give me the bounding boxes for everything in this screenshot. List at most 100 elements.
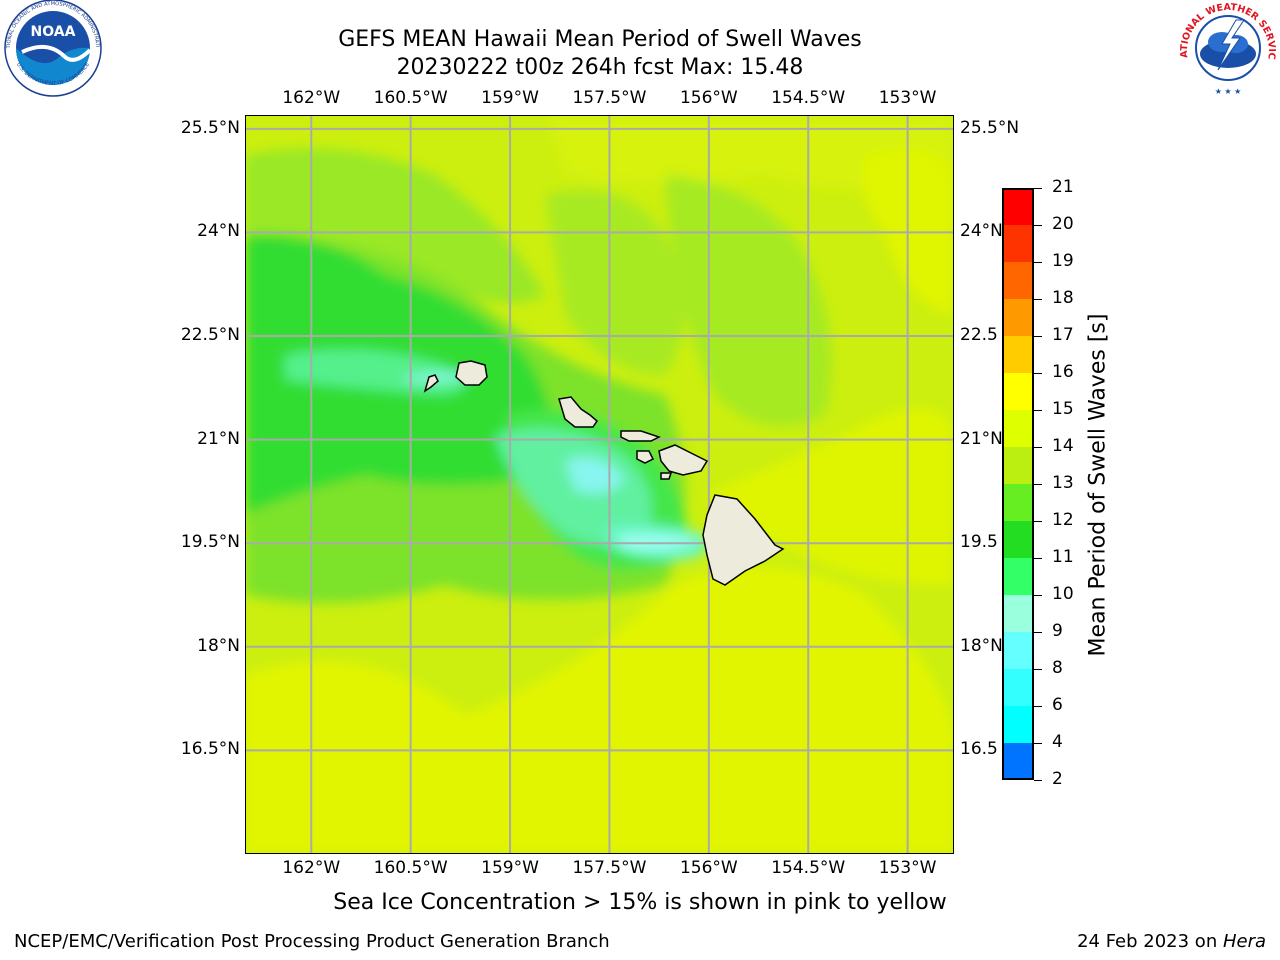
island-kauai bbox=[455, 360, 488, 386]
lat-label-left: 25.5°N bbox=[180, 117, 240, 138]
lon-label-top: 157.5°W bbox=[572, 88, 647, 108]
colorbar-tick-mark bbox=[1034, 521, 1042, 522]
colorbar-swatch bbox=[1002, 225, 1034, 263]
noaa-logo: NOAA NATIONAL OCEANIC AND ATMOSPHERIC AD… bbox=[0, 0, 104, 100]
colorbar-tick-mark bbox=[1034, 558, 1042, 559]
lon-label-bottom: 160.5°W bbox=[373, 858, 448, 878]
lon-label-bottom: 153°W bbox=[878, 858, 937, 878]
lon-label-top: 156°W bbox=[679, 88, 738, 108]
colorbar-swatch bbox=[1002, 558, 1034, 596]
colorbar-tick-label: 4 bbox=[1052, 732, 1063, 752]
colorbar-swatch bbox=[1002, 188, 1034, 226]
colorbar-tick-label: 9 bbox=[1052, 621, 1063, 641]
lat-label-left: 18°N bbox=[197, 635, 240, 656]
lat-label-right: 25.5°N bbox=[960, 117, 1020, 138]
lon-label-top: 159°W bbox=[481, 88, 539, 108]
colorbar-tick-mark bbox=[1034, 632, 1042, 633]
swell-period-map bbox=[244, 114, 955, 855]
footer-host: Hera bbox=[1222, 931, 1266, 952]
lon-label-top: 162°W bbox=[282, 88, 341, 108]
colorbar-tick-mark bbox=[1034, 447, 1042, 448]
lat-label-left: 24°N bbox=[197, 221, 240, 242]
colorbar-swatch bbox=[1002, 484, 1034, 522]
colorbar-swatch bbox=[1002, 299, 1034, 337]
islands bbox=[423, 360, 785, 586]
footer-date: 24 Feb 2023 on Hera bbox=[1077, 931, 1266, 952]
colorbar-tick-mark bbox=[1034, 484, 1042, 485]
lat-label-right: 16.5 bbox=[960, 739, 998, 760]
island-oahu bbox=[558, 396, 598, 428]
colorbar-swatch bbox=[1002, 632, 1034, 670]
island-maui bbox=[658, 444, 709, 476]
colorbar-tick-mark bbox=[1034, 299, 1042, 300]
map-title: GEFS MEAN Hawaii Mean Period of Swell Wa… bbox=[338, 27, 862, 52]
colorbar-tick-mark bbox=[1034, 225, 1042, 226]
graticule bbox=[245, 115, 954, 854]
colorbar-tick-label: 13 bbox=[1052, 473, 1074, 493]
colorbar-swatch bbox=[1002, 669, 1034, 707]
island-niihau bbox=[423, 374, 439, 393]
colorbar-tick-label: 21 bbox=[1052, 177, 1074, 197]
island-hawaii bbox=[702, 494, 785, 586]
colorbar-tick-mark bbox=[1034, 669, 1042, 670]
lon-label-bottom: 156°W bbox=[679, 858, 738, 878]
colorbar-tick-label: 2 bbox=[1052, 769, 1063, 789]
lon-label-bottom: 159°W bbox=[481, 858, 539, 878]
svg-text:★ ★ ★: ★ ★ ★ bbox=[1215, 87, 1242, 96]
lon-label-bottom: 162°W bbox=[282, 858, 341, 878]
sea-ice-caption: Sea Ice Concentration > 15% is shown in … bbox=[333, 890, 947, 915]
colorbar-tick-label: 18 bbox=[1052, 288, 1074, 308]
lon-label-top: 160.5°W bbox=[373, 88, 448, 108]
lat-label-left: 21°N bbox=[197, 428, 240, 449]
colorbar-tick-label: 12 bbox=[1052, 510, 1074, 530]
footer-date-text: 24 Feb 2023 on bbox=[1077, 931, 1223, 952]
colorbar-tick-mark bbox=[1034, 188, 1042, 189]
colorbar-tick-mark bbox=[1034, 595, 1042, 596]
colorbar-swatch bbox=[1002, 373, 1034, 411]
lon-label-top: 153°W bbox=[878, 88, 937, 108]
lat-label-right: 19.5 bbox=[960, 532, 998, 553]
colorbar-swatch bbox=[1002, 521, 1034, 559]
lat-label-right: 22.5 bbox=[960, 325, 998, 345]
colorbar bbox=[1002, 188, 1034, 781]
colorbar-tick-mark bbox=[1034, 706, 1042, 707]
lat-label-left: 22.5°N bbox=[180, 325, 240, 345]
colorbar-swatch bbox=[1002, 410, 1034, 448]
lon-label-bottom: 157.5°W bbox=[572, 858, 647, 878]
lat-label-left: 16.5°N bbox=[180, 739, 240, 760]
colorbar-swatch bbox=[1002, 743, 1034, 781]
colorbar-tick-mark bbox=[1034, 373, 1042, 374]
colorbar-swatch bbox=[1002, 336, 1034, 374]
lon-label-top: 154.5°W bbox=[771, 88, 846, 108]
colorbar-label: Mean Period of Swell Waves [s] bbox=[1085, 313, 1111, 657]
colorbar-tick-mark bbox=[1034, 336, 1042, 337]
lon-label-bottom: 154.5°W bbox=[771, 858, 846, 878]
colorbar-tick-mark bbox=[1034, 780, 1042, 781]
colorbar-swatches bbox=[1002, 188, 1034, 781]
noaa-logo-text: NOAA bbox=[31, 24, 76, 40]
colorbar-tick-mark bbox=[1034, 410, 1042, 411]
colorbar-tick-label: 8 bbox=[1052, 658, 1063, 678]
colorbar-tick-label: 11 bbox=[1052, 547, 1074, 567]
colorbar-tick-label: 6 bbox=[1052, 695, 1063, 715]
colorbar-frame bbox=[1002, 188, 1034, 780]
lat-label-right: 24°N bbox=[960, 221, 1003, 242]
colorbar-swatch bbox=[1002, 595, 1034, 633]
colorbar-tick-label: 19 bbox=[1052, 251, 1074, 271]
colorbar-swatch bbox=[1002, 262, 1034, 300]
colorbar-tick-label: 20 bbox=[1052, 214, 1074, 234]
footer-credit: NCEP/EMC/Verification Post Processing Pr… bbox=[14, 931, 610, 952]
colorbar-swatch bbox=[1002, 447, 1034, 485]
colorbar-swatch bbox=[1002, 706, 1034, 744]
nws-logo: NATIONAL WEATHER SERVICE ★ ★ ★ bbox=[1174, 0, 1278, 100]
colorbar-tick-label: 14 bbox=[1052, 436, 1074, 456]
lat-label-right: 18°N bbox=[960, 635, 1003, 656]
lat-label-left: 19.5°N bbox=[180, 532, 240, 553]
island-lanai bbox=[636, 450, 655, 464]
contour-fields bbox=[245, 115, 954, 854]
colorbar-tick-mark bbox=[1034, 262, 1042, 263]
island-molokai bbox=[620, 430, 661, 442]
lat-label-right: 21°N bbox=[960, 428, 1003, 449]
colorbar-tick-label: 17 bbox=[1052, 325, 1074, 345]
colorbar-tick-mark bbox=[1034, 743, 1042, 744]
